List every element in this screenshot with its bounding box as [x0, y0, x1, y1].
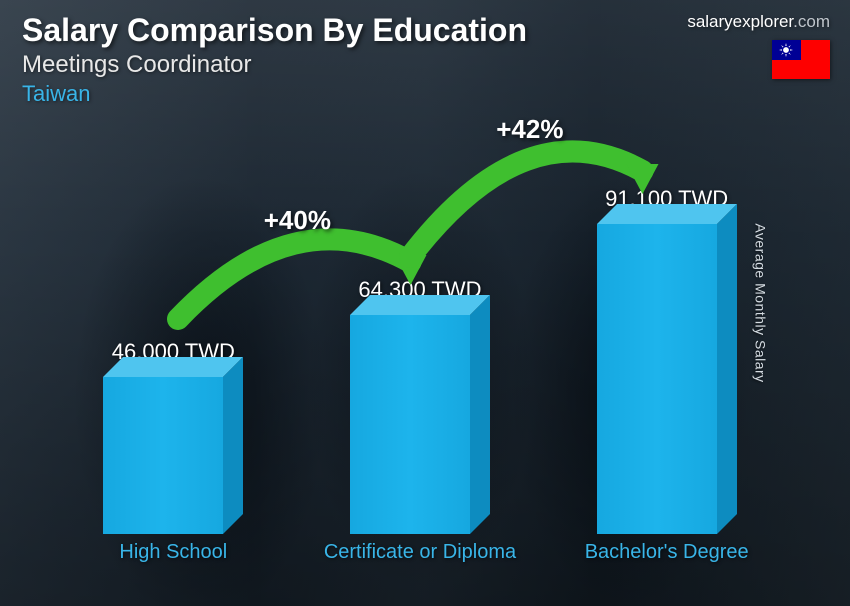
flag-sun-icon [779, 43, 793, 57]
pct-label: +42% [496, 114, 563, 145]
pct-label: +40% [264, 205, 331, 236]
flag-taiwan [772, 40, 830, 79]
bar-side-face [717, 204, 737, 534]
bar-category-label: Bachelor's Degree [567, 540, 767, 564]
bar-side-face [223, 357, 243, 534]
brand-block: salaryexplorer.com [687, 12, 830, 79]
brand-domain: .com [793, 12, 830, 31]
bar-top-face [103, 357, 243, 377]
bar-front-face [103, 377, 223, 534]
header: Salary Comparison By Education Meetings … [22, 12, 830, 107]
brand-name: salaryexplorer [687, 12, 793, 31]
y-axis-label: Average Monthly Salary [752, 223, 768, 382]
bar-category-label: Certificate or Diploma [320, 540, 520, 564]
title-block: Salary Comparison By Education Meetings … [22, 12, 687, 107]
subtitle: Meetings Coordinator [22, 51, 687, 79]
bar-0: 46,000 TWD High School [78, 339, 268, 534]
country-label: Taiwan [22, 81, 687, 107]
bar-category-label: High School [73, 540, 273, 564]
brand-text: salaryexplorer.com [687, 12, 830, 32]
chart-area: 46,000 TWD High School 64,300 TWD Certif… [50, 140, 790, 578]
bar-side-face [470, 295, 490, 534]
increase-arrow-1: +42% [380, 96, 683, 292]
main-title: Salary Comparison By Education [22, 12, 687, 49]
bar3d [103, 377, 243, 534]
